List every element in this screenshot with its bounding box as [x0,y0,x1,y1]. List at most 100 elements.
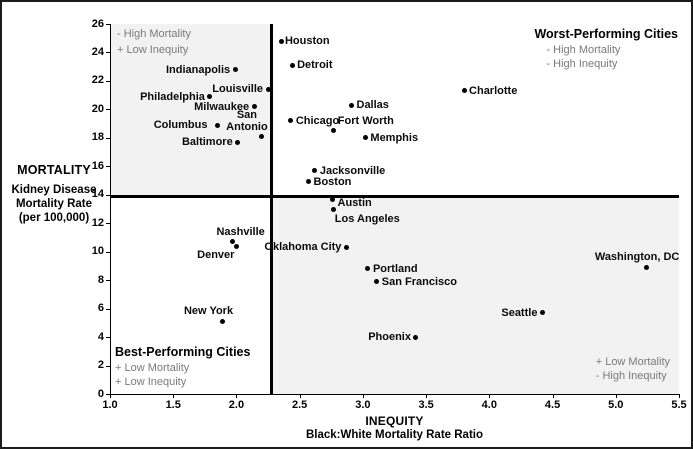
legend-top-left-line-2: + Low Inequity [117,44,189,56]
y-axis-subtitle-line-2: Mortality Rate [15,198,93,210]
x-tick-mark-5 [615,394,617,398]
city-label-phoenix: Phoenix [368,331,411,344]
x-tick-mark-5-5 [679,394,680,398]
data-point-chicago [288,118,294,124]
y-tick-label-4: 4 [97,330,104,343]
data-point-seattle [539,310,545,316]
y-tick-mark-4 [106,337,110,339]
data-point-los-angeles [331,206,337,212]
data-point-charlotte [461,88,467,94]
legend-top-left: - High Mortality + Low Inequity [115,26,191,58]
data-point-baltimore [235,139,241,145]
y-tick-label-26: 26 [91,17,104,30]
legend-best-performing: Best-Performing Cities + Low Mortality +… [115,345,250,389]
city-label-houston: Houston [284,35,330,48]
data-point-houston [279,38,285,44]
city-label-louisville: Louisville [212,83,264,96]
y-tick-label-14: 14 [91,188,104,201]
data-point-portland [365,266,371,272]
city-label-indianapolis: Indianapolis [165,63,231,76]
city-label-seattle: Seattle [501,306,538,319]
x-tick-label-4-5: 4.5 [544,399,561,411]
city-label-los-angeles: Los Angeles [334,213,400,225]
y-tick-mark-24 [106,52,110,54]
legend-bottom-right: + Low Mortality - High Inequity [596,355,670,383]
city-label-philadelphia: Philadelphia [140,90,205,103]
x-tick-mark-2-5 [299,394,301,398]
y-tick-mark-6 [106,308,110,310]
y-tick-mark-16 [106,166,110,168]
y-tick-label-18: 18 [91,131,104,144]
legend-worst-performing-line-1: - High Mortality [546,44,621,56]
plot-area: - High Mortality + Low Inequity Worst-Pe… [110,24,679,394]
city-label-dallas: Dallas [356,99,389,112]
city-label-milwaukee: Milwaukee [194,100,250,113]
y-tick-label-16: 16 [91,159,104,172]
data-point-jacksonville [312,168,318,174]
x-axis-line [110,394,680,395]
y-tick-label-20: 20 [91,102,104,115]
city-label-oklahoma-city: Oklahoma City [264,241,342,254]
y-tick-mark-12 [106,223,110,225]
x-axis-title: INEQUITY [365,414,424,428]
data-point-san-antonio [259,133,265,139]
quadrant-shade-bottom-right [271,196,679,394]
city-label-denver: Denver [197,249,235,261]
x-tick-mark-3 [362,394,364,398]
x-tick-label-1: 1.0 [102,399,118,411]
legend-bottom-right-line-2: - High Inequity [595,370,667,382]
horizontal-divider-line [110,195,679,199]
data-point-fort-worth [331,128,337,134]
data-point-austin [330,196,336,202]
legend-worst-performing-title: Worst-Performing Cities [534,27,678,41]
data-point-boston [306,179,312,185]
vertical-divider-line [270,24,274,394]
y-tick-label-2: 2 [97,359,104,372]
y-tick-label-12: 12 [91,216,104,229]
city-label-jacksonville: Jacksonville [319,164,386,177]
y-tick-label-6: 6 [97,302,104,315]
legend-best-performing-title: Best-Performing Cities [115,345,251,359]
y-tick-mark-18 [106,137,110,139]
city-label-columbus: Columbus [153,119,208,132]
city-label-memphis: Memphis [370,131,419,144]
y-tick-mark-8 [106,280,110,282]
y-tick-label-10: 10 [91,245,104,258]
y-tick-label-24: 24 [91,45,104,58]
city-label-washington-dc: Washington, DC [594,251,680,264]
x-tick-label-5: 5.0 [608,399,624,411]
data-point-memphis [362,135,368,141]
x-tick-label-2: 2.0 [228,399,245,411]
x-tick-label-1-5: 1.5 [165,399,181,411]
data-point-nashville [230,239,236,245]
y-axis-subtitle-line-3: (per 100,000) [18,212,90,224]
quadrant-shade-top-left [110,24,272,197]
x-tick-mark-3-5 [426,394,428,398]
legend-worst-performing: Worst-Performing Cities - High Mortality… [534,27,678,71]
y-axis-line [110,24,111,395]
y-axis-title: MORTALITY [17,163,91,177]
city-label-san-antonio: San Antonio [226,109,268,134]
y-tick-mark-26 [106,24,110,25]
data-point-dallas [349,102,354,108]
city-label-austin: Austin [337,197,372,210]
y-tick-label-0: 0 [97,387,104,400]
data-point-denver [233,243,239,249]
data-point-washington-dc [643,264,649,270]
data-point-columbus [214,122,220,128]
x-tick-mark-4-5 [552,394,554,398]
y-tick-mark-20 [106,109,110,111]
legend-worst-performing-line-2: - High Inequity [546,58,618,70]
city-label-chicago: Chicago [295,114,340,127]
data-point-philadelphia [207,94,213,100]
y-tick-label-22: 22 [91,74,104,87]
data-point-louisville [265,86,271,92]
data-point-new-york [220,318,226,324]
y-tick-mark-10 [106,251,110,253]
legend-best-performing-line-2: + Low Inequity [115,376,187,388]
data-point-phoenix [413,334,419,340]
city-label-new-york: New York [183,305,234,318]
data-point-milwaukee [251,104,257,110]
legend-top-left-line-1: - High Mortality [117,28,191,40]
